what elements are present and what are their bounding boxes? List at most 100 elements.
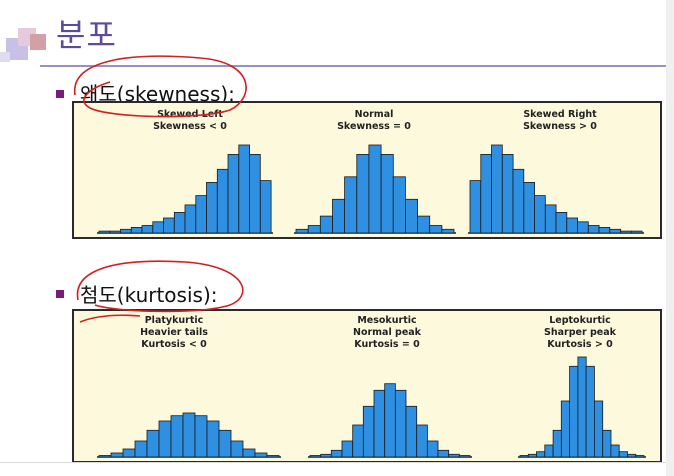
platykurtic-bar-9 xyxy=(194,415,208,458)
bullet-kurtosis xyxy=(56,290,64,298)
normal-bar-12 xyxy=(429,225,443,234)
mesokurtic-bar-2 xyxy=(320,453,332,458)
leptokurtic-bar-1 xyxy=(519,455,529,458)
skewed-left-bar-3 xyxy=(120,228,132,234)
normal-bar-7 xyxy=(368,144,382,234)
platykurtic-bar-12 xyxy=(230,440,244,458)
bottom-line xyxy=(0,462,674,463)
platykurtic-bar-14 xyxy=(254,452,268,458)
normal-bar-5 xyxy=(344,176,358,234)
skewed-right-bar-4 xyxy=(501,154,514,234)
mesokurtic-detail-1: Normal peak xyxy=(352,327,422,338)
leptokurtic-bar-13 xyxy=(618,451,628,458)
skewness-histograms xyxy=(97,144,644,234)
leptokurtic-bar-9 xyxy=(585,365,595,458)
skewed-left-bar-7 xyxy=(163,217,175,234)
leptokurtic-bar-7 xyxy=(569,365,579,458)
skewed-right-bar-15 xyxy=(620,230,632,234)
platykurtic-detail-1: Heavier tails xyxy=(140,327,208,338)
skewed-right-bar-12 xyxy=(587,225,600,234)
skewed-left-bar-15 xyxy=(249,154,261,234)
leptokurtic-name: Leptokurtic xyxy=(549,315,611,326)
skewed-right-bar-6 xyxy=(523,182,535,234)
skewness-figure: Skewed Left Skewness < 0 Normal Skewness… xyxy=(72,101,662,239)
skewed-right-bar-2 xyxy=(480,154,492,234)
platykurtic-bar-13 xyxy=(242,448,256,458)
mesokurtic-bar-8 xyxy=(384,383,396,458)
mesokurtic-bar-6 xyxy=(362,405,375,458)
skewed-right-bar-1 xyxy=(469,180,482,234)
skewed-left-bar-12 xyxy=(216,168,229,234)
skewed-right-label: Skewed Right Skewness > 0 xyxy=(523,109,597,133)
bullet-skewness xyxy=(56,90,64,98)
skewed-left-bar-6 xyxy=(152,221,165,234)
platykurtic-bar-6 xyxy=(158,420,172,458)
mesokurtic-bar-15 xyxy=(458,455,471,458)
normal-label: Normal Skewness = 0 xyxy=(337,109,411,133)
leptokurtic-bar-10 xyxy=(594,400,604,458)
skewed-left-bar-14 xyxy=(238,144,251,234)
skewed-right-bar-14 xyxy=(609,228,621,234)
leptokurtic-bar-15 xyxy=(635,455,645,458)
mesokurtic-bar-14 xyxy=(448,453,460,458)
mesokurtic-bar-7 xyxy=(373,389,386,458)
skewed-left-bar-16 xyxy=(259,180,272,234)
skewed-left-detail: Skewness < 0 xyxy=(153,121,227,132)
mesokurtic-bar-4 xyxy=(341,440,354,458)
mesokurtic-bar-1 xyxy=(309,455,322,458)
leptokurtic-bar-11 xyxy=(602,429,612,458)
platykurtic-bar-1 xyxy=(98,455,112,458)
decor-square-4 xyxy=(0,52,10,62)
normal-bar-2 xyxy=(307,225,321,234)
platykurtic-bar-3 xyxy=(122,448,136,458)
mesokurtic-label: Mesokurtic Normal peak Kurtosis = 0 xyxy=(353,315,421,351)
skewed-left-bar-11 xyxy=(206,182,218,234)
right-edge xyxy=(666,0,674,476)
skewed-right-name: Skewed Right xyxy=(523,109,597,120)
skewed-right-bar-5 xyxy=(512,168,525,234)
platykurtic-bar-5 xyxy=(146,429,160,458)
skewed-left-bar-2 xyxy=(109,230,121,234)
skewed-left-bar-13 xyxy=(227,154,240,234)
mesokurtic-bar-9 xyxy=(394,389,407,458)
platykurtic-bar-2 xyxy=(110,452,124,458)
platykurtic-bar-7 xyxy=(170,415,184,458)
mesokurtic-bar-11 xyxy=(416,424,428,458)
leptokurtic-detail-2: Kurtosis > 0 xyxy=(547,339,613,350)
normal-bar-9 xyxy=(392,176,406,234)
leptokurtic-bar-8 xyxy=(577,356,587,458)
mesokurtic-detail-2: Kurtosis = 0 xyxy=(354,339,420,350)
skewed-left-bar-5 xyxy=(141,225,154,234)
normal-detail: Skewness = 0 xyxy=(337,121,411,132)
leptokurtic-bar-5 xyxy=(552,429,562,458)
leptokurtic-bar-2 xyxy=(527,453,537,458)
normal-bar-8 xyxy=(380,154,394,234)
skewed-right-bar-9 xyxy=(555,212,568,234)
skewed-right-bar-11 xyxy=(577,221,589,234)
skewed-right-bar-10 xyxy=(566,217,578,234)
normal-bar-11 xyxy=(417,215,431,234)
platykurtic-label: Platykurtic Heavier tails Kurtosis < 0 xyxy=(140,315,208,351)
mesokurtic-bar-12 xyxy=(426,440,439,458)
normal-bar-6 xyxy=(356,154,370,234)
normal-bar-3 xyxy=(319,215,333,234)
title-divider xyxy=(40,65,674,67)
normal-bar-13 xyxy=(441,228,455,234)
mesokurtic-bar-13 xyxy=(437,449,450,458)
skewed-left-bar-8 xyxy=(173,212,186,234)
platykurtic-bar-11 xyxy=(218,429,232,458)
normal-bar-1 xyxy=(295,228,309,234)
heading-kurtosis: 첨도(kurtosis): xyxy=(80,283,218,307)
normal-name: Normal xyxy=(354,109,394,120)
platykurtic-name: Platykurtic xyxy=(144,315,204,326)
platykurtic-bar-10 xyxy=(206,420,220,458)
leptokurtic-label: Leptokurtic Sharper peak Kurtosis > 0 xyxy=(544,315,616,351)
kurtosis-histograms xyxy=(97,356,646,458)
skewed-left-bar-1 xyxy=(98,230,111,234)
skewed-right-bar-13 xyxy=(598,227,611,234)
leptokurtic-bar-6 xyxy=(560,400,570,458)
leptokurtic-bar-14 xyxy=(627,453,637,458)
decor-square-3 xyxy=(30,34,46,50)
skewed-right-bar-7 xyxy=(534,195,546,234)
leptokurtic-detail-1: Sharper peak xyxy=(544,327,616,338)
